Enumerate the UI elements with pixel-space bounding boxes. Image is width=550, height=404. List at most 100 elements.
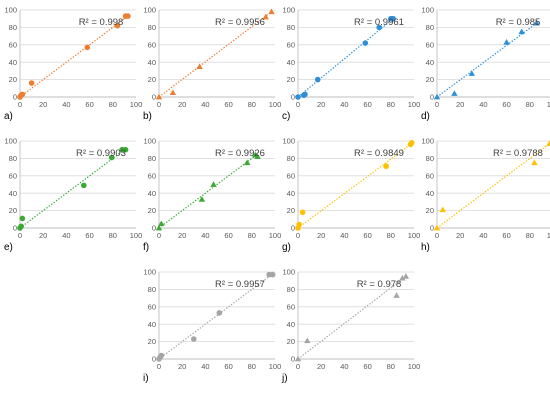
x-tick-label: 0 (157, 100, 161, 109)
x-tick-label: 40 (479, 100, 487, 109)
y-tick-label: 80 (287, 154, 295, 163)
data-point (191, 336, 197, 342)
y-tick-label: 100 (4, 137, 17, 146)
data-point (451, 90, 458, 96)
y-tick-label: 40 (148, 58, 156, 67)
x-tick-label: 0 (296, 362, 300, 371)
y-tick-label: 60 (287, 302, 295, 311)
panel-label: a) (4, 111, 13, 122)
y-tick-label: 60 (9, 40, 17, 49)
panel-label: d) (421, 111, 430, 122)
x-tick-label: 60 (224, 100, 232, 109)
data-point (158, 220, 165, 227)
data-point (262, 13, 269, 20)
chart-panel-a: 0 20 40 60 80 100 0 20 40 60 80 100 R² = 0.998 a) (4, 6, 142, 122)
chart-panel-b: 0 20 40 60 80 100 0 20 40 60 80 100 R² = 0.9956 b) (143, 6, 281, 122)
data-point (198, 196, 206, 202)
trend-line (297, 18, 394, 98)
y-tick-label: 80 (426, 154, 434, 163)
y-tick-label: 80 (148, 154, 156, 163)
x-tick-label: 20 (456, 100, 464, 109)
data-point (299, 209, 306, 216)
y-tick-label: 40 (287, 189, 295, 198)
r-squared-label: R² = 0.978 (357, 279, 402, 290)
x-tick-label: 20 (178, 100, 186, 109)
x-tick-label: 80 (526, 231, 534, 240)
x-tick-label: 0 (296, 100, 300, 109)
y-tick-label: 40 (9, 58, 17, 67)
data-point (81, 182, 87, 189)
trend-line (297, 143, 413, 229)
trend-line (158, 11, 272, 98)
y-tick-label: 0 (152, 224, 156, 233)
panel-label: j) (281, 373, 288, 384)
y-tick-label: 80 (148, 23, 156, 32)
y-tick-label: 0 (291, 224, 295, 233)
data-point (304, 337, 311, 344)
x-tick-label: 100 (547, 100, 550, 109)
y-tick-label: 80 (426, 23, 434, 32)
x-tick-label: 100 (547, 231, 550, 240)
x-tick-label: 20 (456, 231, 464, 240)
x-tick-label: 20 (39, 100, 47, 109)
data-point (210, 181, 217, 187)
x-tick-label: 0 (435, 231, 439, 240)
x-tick-label: 80 (387, 231, 395, 240)
y-tick-label: 100 (4, 6, 17, 15)
x-tick-label: 100 (130, 100, 143, 109)
y-tick-label: 20 (148, 206, 156, 215)
y-tick-label: 80 (148, 285, 156, 294)
x-tick-label: 0 (157, 362, 161, 371)
trend-line (158, 153, 258, 229)
y-tick-label: 100 (282, 268, 295, 277)
y-tick-label: 0 (13, 224, 17, 233)
y-tick-label: 100 (282, 6, 295, 15)
panel-label: g) (282, 242, 291, 253)
r-squared-label: R² = 0.9788 (493, 148, 543, 159)
chart-panel-e: 0 20 40 60 80 100 0 20 40 60 80 100 R² = 0.9903 e) (4, 137, 142, 253)
data-point (84, 44, 91, 51)
r-squared-label: R² = 0.9956 (215, 17, 265, 28)
y-tick-label: 40 (148, 189, 156, 198)
y-tick-label: 20 (287, 206, 295, 215)
r-squared-label: R² = 0.9903 (76, 148, 126, 159)
x-tick-label: 100 (269, 100, 282, 109)
chart-panel-i: 0 20 40 60 80 100 0 20 40 60 80 100 R² = 0.9957 i) (143, 268, 281, 384)
y-tick-label: 80 (9, 154, 17, 163)
data-point (196, 63, 203, 69)
x-tick-label: 80 (248, 362, 256, 371)
y-tick-label: 20 (426, 75, 434, 84)
chart-panel-j: 0 20 40 60 80 100 0 20 40 60 80 100 R² = 0.978 j) (281, 268, 420, 384)
x-tick-label: 80 (387, 362, 395, 371)
data-point (314, 76, 321, 83)
panel-label: e) (4, 242, 13, 253)
x-tick-label: 60 (85, 231, 93, 240)
y-tick-label: 100 (421, 6, 434, 15)
x-tick-label: 100 (269, 231, 282, 240)
x-tick-label: 40 (62, 231, 70, 240)
x-tick-label: 100 (269, 362, 282, 371)
y-tick-label: 20 (148, 337, 156, 346)
x-tick-label: 80 (109, 100, 117, 109)
y-tick-label: 40 (287, 58, 295, 67)
y-tick-label: 20 (287, 75, 295, 84)
y-tick-label: 0 (152, 93, 156, 102)
r-squared-label: R² = 0.9961 (354, 17, 404, 28)
data-point (402, 273, 410, 279)
y-tick-label: 0 (13, 93, 17, 102)
x-tick-label: 100 (408, 231, 421, 240)
data-point (295, 94, 301, 100)
x-tick-label: 0 (435, 100, 439, 109)
x-tick-label: 60 (363, 362, 371, 371)
y-tick-label: 20 (426, 206, 434, 215)
x-tick-label: 80 (109, 231, 117, 240)
y-tick-label: 100 (143, 6, 156, 15)
panel-label: i) (143, 373, 149, 384)
trend-line (19, 148, 126, 229)
data-point (433, 224, 441, 231)
y-tick-label: 0 (430, 93, 434, 102)
data-point (433, 93, 441, 100)
x-tick-label: 0 (296, 231, 300, 240)
x-tick-label: 40 (201, 100, 209, 109)
y-tick-label: 20 (287, 337, 295, 346)
